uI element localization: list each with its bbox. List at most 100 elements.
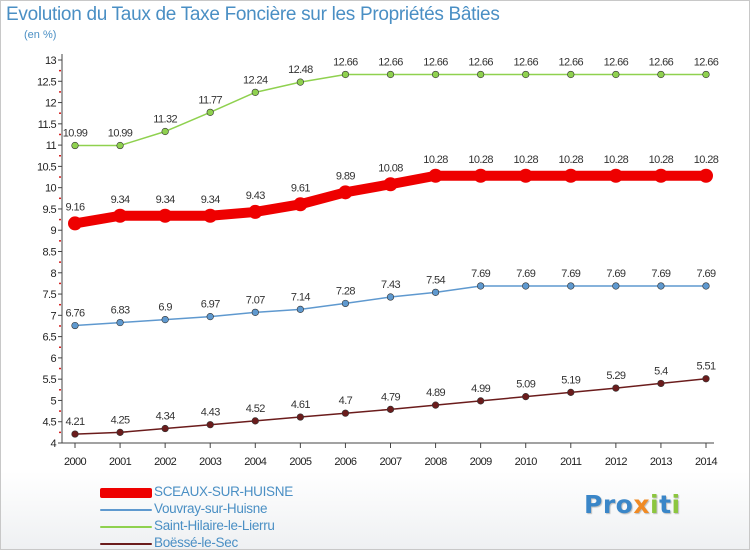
data-label: 6.83 xyxy=(111,305,130,317)
y-tick-label: 9 xyxy=(50,225,56,237)
x-tick-label: 2009 xyxy=(470,456,493,468)
data-point xyxy=(657,282,665,290)
data-label: 4.99 xyxy=(471,383,490,395)
data-point xyxy=(431,70,440,79)
x-tick-label: 2003 xyxy=(199,456,222,468)
data-point xyxy=(563,168,578,183)
data-point xyxy=(522,282,530,290)
data-point xyxy=(161,424,169,433)
data-point xyxy=(567,388,575,396)
y-tick-label: 7 xyxy=(50,310,56,322)
data-label: 9.61 xyxy=(291,182,310,194)
y-minor-tick xyxy=(59,197,61,200)
x-tick-label: 2000 xyxy=(64,456,87,468)
data-label: 4.25 xyxy=(111,414,130,426)
legend-swatch xyxy=(100,543,152,545)
x-tick-label: 2013 xyxy=(650,456,673,468)
y-tick-label: 11 xyxy=(46,140,57,152)
data-label: 4.7 xyxy=(339,395,353,407)
data-point xyxy=(161,127,169,136)
y-tick-label: 10.5 xyxy=(37,161,56,173)
logo-letter: x xyxy=(633,490,650,519)
data-label: 12.66 xyxy=(513,56,538,68)
data-point xyxy=(699,168,713,183)
logo-letter: o xyxy=(615,490,634,519)
data-point xyxy=(383,177,398,192)
data-label: 9.34 xyxy=(156,194,175,206)
data-label: 7.28 xyxy=(336,285,355,297)
data-point xyxy=(341,70,350,79)
data-point xyxy=(386,293,395,301)
y-tick-label: 4.5 xyxy=(43,417,57,429)
data-point xyxy=(477,70,485,79)
x-tick-label: 2002 xyxy=(154,456,177,468)
y-minor-tick xyxy=(59,346,61,348)
data-point xyxy=(431,288,440,296)
legend-label: SCEAUX-SUR-HUISNE xyxy=(154,484,293,499)
data-label: 10.28 xyxy=(468,154,493,166)
data-point xyxy=(702,282,710,290)
data-point xyxy=(612,70,620,79)
legend-label: Saint-Hilaire-le-Lierru xyxy=(154,518,275,533)
data-label: 4.89 xyxy=(426,387,445,399)
x-tick-label: 2005 xyxy=(289,456,312,468)
data-point xyxy=(206,421,214,429)
data-label: 12.66 xyxy=(694,56,719,68)
data-label: 9.34 xyxy=(111,194,130,206)
y-minor-tick xyxy=(59,367,61,370)
legend-swatch xyxy=(100,509,152,511)
y-tick-label: 8.5 xyxy=(43,247,57,259)
data-point xyxy=(341,299,350,308)
x-tick-label: 2001 xyxy=(109,456,132,468)
logo-letter: i xyxy=(650,490,660,519)
data-point xyxy=(567,70,575,79)
data-label: 12.66 xyxy=(333,56,358,68)
data-label: 7.69 xyxy=(516,268,535,280)
data-point xyxy=(116,141,124,150)
legend-label: Vouvray-sur-Huisne xyxy=(154,501,268,516)
y-tick-label: 7.5 xyxy=(43,289,57,301)
data-label: 7.69 xyxy=(696,268,715,280)
logo-letter: r xyxy=(602,490,616,519)
data-point xyxy=(296,78,304,86)
data-point xyxy=(608,168,623,183)
data-point xyxy=(477,397,485,405)
data-point xyxy=(518,168,533,183)
data-point xyxy=(657,70,665,79)
data-point xyxy=(71,430,79,438)
data-point xyxy=(428,168,443,183)
data-label: 5.29 xyxy=(606,370,625,382)
proxiti-logo: Proxiti xyxy=(584,490,681,519)
y-tick-label: 4 xyxy=(50,438,56,450)
y-minor-tick xyxy=(59,410,61,412)
data-label: 10.99 xyxy=(108,128,133,140)
data-point xyxy=(653,168,668,183)
data-point xyxy=(338,185,353,200)
data-point xyxy=(158,208,173,223)
data-point xyxy=(522,393,530,401)
data-point xyxy=(386,405,395,413)
data-label: 7.54 xyxy=(426,274,445,286)
data-label: 6.76 xyxy=(65,308,84,320)
y-minor-tick xyxy=(59,389,61,391)
data-label: 10.08 xyxy=(378,162,403,174)
data-point xyxy=(206,108,214,116)
y-tick-label: 5 xyxy=(50,395,56,407)
data-label: 10.28 xyxy=(423,154,448,166)
y-tick-label: 8 xyxy=(50,268,56,280)
data-point xyxy=(612,282,620,290)
x-tick-label: 2004 xyxy=(244,456,267,468)
data-label: 12.24 xyxy=(243,74,268,86)
data-label: 12.66 xyxy=(649,56,674,68)
data-point xyxy=(116,318,124,327)
data-point xyxy=(161,315,169,324)
data-label: 10.28 xyxy=(649,154,674,166)
y-minor-tick xyxy=(59,176,61,178)
data-point xyxy=(702,375,710,383)
data-label: 9.34 xyxy=(201,194,220,206)
legend-swatch xyxy=(100,488,152,498)
y-tick-label: 10 xyxy=(45,183,57,195)
data-point xyxy=(68,216,82,231)
data-label: 7.69 xyxy=(606,268,625,280)
